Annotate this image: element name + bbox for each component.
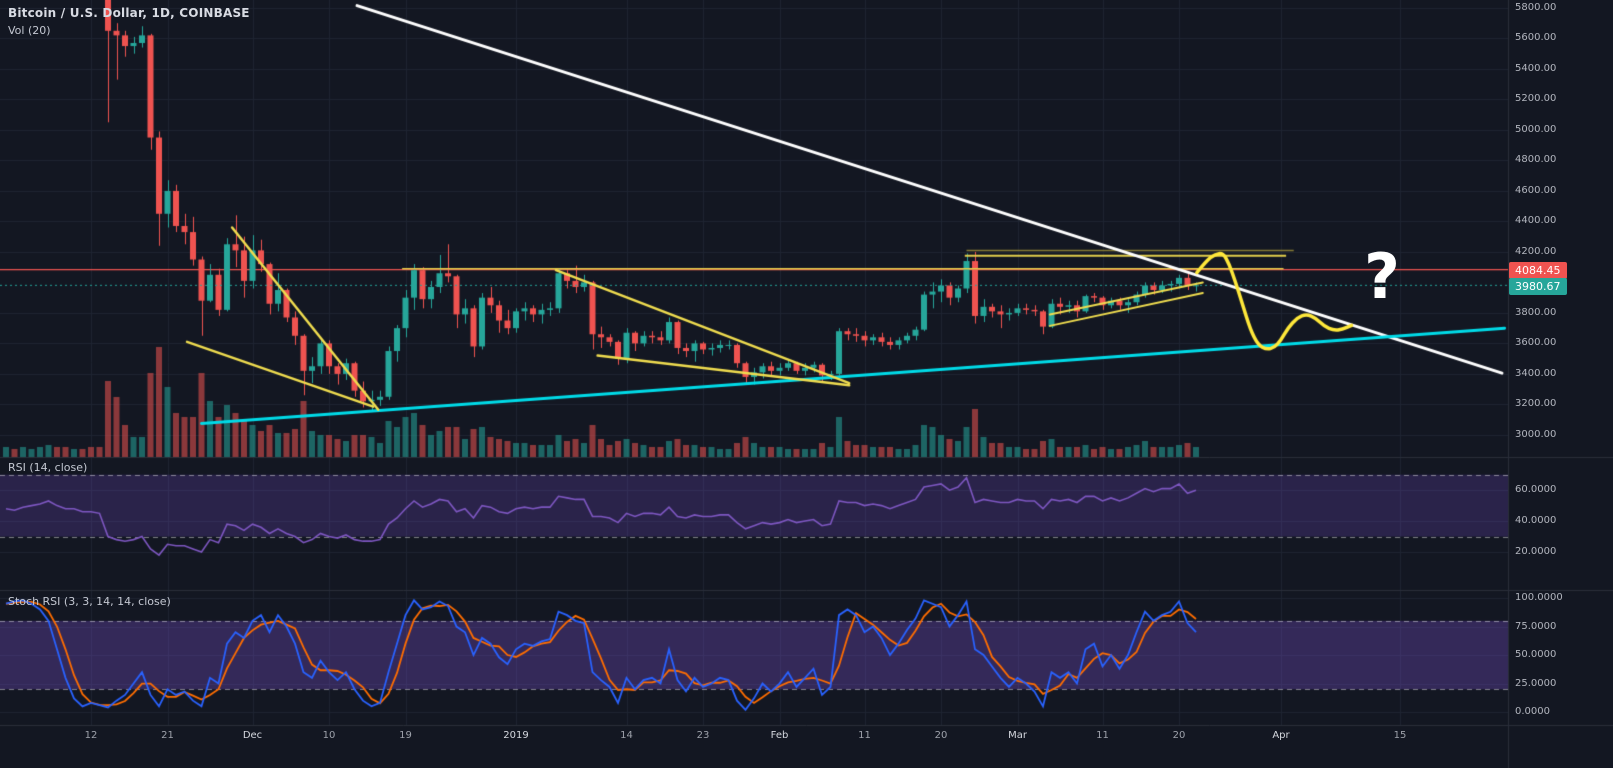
- stoch-tick-label: 50.0000: [1515, 649, 1557, 661]
- time-tick-label: Dec: [242, 730, 263, 741]
- volume-legend[interactable]: Vol (20): [8, 24, 51, 37]
- stoch-tick-label: 0.0000: [1515, 706, 1550, 718]
- symbol-title[interactable]: Bitcoin / U.S. Dollar, 1D, COINBASE: [8, 6, 250, 20]
- price-tick-label: 5800.00: [1515, 1, 1557, 13]
- price-tick-label: 4600.00: [1515, 184, 1557, 196]
- price-tick-label: 3600.00: [1515, 337, 1557, 349]
- price-tick-label: 3200.00: [1515, 398, 1557, 410]
- price-tick-label: 5000.00: [1515, 123, 1557, 135]
- time-tick-label: 15: [1393, 730, 1407, 741]
- stoch-tick-label: 25.0000: [1515, 677, 1557, 689]
- time-tick-label: 20: [1172, 730, 1186, 741]
- time-tick-label: 20: [934, 730, 948, 741]
- time-tick-label: 14: [620, 730, 633, 741]
- time-tick-label: 19: [399, 730, 412, 741]
- time-tick-label: 11: [1096, 730, 1109, 741]
- question-mark-annotation[interactable]: ?: [1364, 240, 1400, 313]
- rsi-tick-label: 20.0000: [1515, 545, 1557, 557]
- alert-price-label[interactable]: 4084.45: [1509, 262, 1567, 279]
- price-tick-label: 3400.00: [1515, 367, 1557, 379]
- stoch-tick-label: 75.0000: [1515, 620, 1557, 632]
- last-price-label: 3980.67: [1509, 278, 1567, 295]
- rsi-pane-legend[interactable]: RSI (14, close): [8, 461, 88, 474]
- time-tick-label: 11: [858, 730, 871, 741]
- time-tick-label: 12: [84, 730, 98, 741]
- time-axis[interactable]: 12 21 Dec 10 19 2019 14 23 Feb 11 20 Mar 11 20 Apr 15: [0, 725, 1613, 768]
- time-tick-label: 23: [696, 730, 710, 741]
- chart-legend: Bitcoin / U.S. Dollar, 1D, COINBASE Vol …: [8, 6, 250, 37]
- time-tick-label: 21: [161, 730, 174, 741]
- stoch-tick-label: 100.0000: [1515, 592, 1563, 604]
- time-tick-label: 10: [322, 730, 336, 741]
- price-axis[interactable]: 5800.00 5600.00 5400.00 5200.00 5000.00 4800.…: [1508, 0, 1613, 768]
- price-tick-label: 4200.00: [1515, 245, 1557, 257]
- price-tick-label: 4800.00: [1515, 154, 1557, 166]
- price-tick-label: 5400.00: [1515, 62, 1557, 74]
- stoch-rsi-pane-legend[interactable]: Stoch RSI (3, 3, 14, 14, close): [8, 595, 171, 608]
- rsi-tick-label: 40.0000: [1515, 515, 1557, 527]
- time-tick-label: Apr: [1272, 730, 1290, 741]
- price-tick-label: 3800.00: [1515, 306, 1557, 318]
- time-tick-label: Mar: [1008, 730, 1027, 741]
- rsi-tick-label: 60.0000: [1515, 484, 1557, 496]
- time-tick-label: 2019: [503, 730, 529, 741]
- price-tick-label: 4400.00: [1515, 215, 1557, 227]
- time-tick-label: Feb: [770, 730, 789, 741]
- price-tick-label: 3000.00: [1515, 428, 1557, 440]
- price-tick-label: 5200.00: [1515, 93, 1557, 105]
- price-tick-label: 5600.00: [1515, 32, 1557, 44]
